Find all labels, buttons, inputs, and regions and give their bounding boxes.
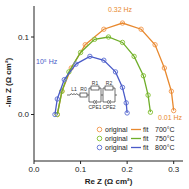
svg-text:CPE1: CPE1 — [88, 104, 101, 110]
svg-text:R0: R0 — [80, 86, 87, 92]
svg-text:CPE2: CPE2 — [102, 104, 115, 110]
html-text:800°C: 800°C — [155, 144, 175, 151]
html-text:fit: fit — [143, 144, 149, 151]
svg-text:R1: R1 — [92, 80, 99, 86]
svg-text:0.0: 0.0 — [18, 110, 30, 119]
html-text:-Im Z (Ω cm²): -Im Z (Ω cm²) — [3, 57, 13, 108]
svg-text:0.0: 0.0 — [28, 165, 40, 174]
html-text:original: original — [105, 126, 128, 133]
svg-text:0.2: 0.2 — [122, 165, 134, 174]
html-text:original: original — [105, 135, 128, 142]
svg-text:0.1: 0.1 — [18, 33, 30, 42]
html-text:0.01 Hz: 0.01 Hz — [158, 114, 183, 121]
html-text:original: original — [105, 144, 128, 151]
svg-text:0.1: 0.1 — [75, 165, 87, 174]
html-text:fit: fit — [143, 126, 149, 133]
svg-text:L1: L1 — [71, 86, 77, 92]
html-text:10⁵ Hz: 10⁵ Hz — [36, 58, 58, 65]
html-text:700°C: 700°C — [155, 126, 175, 133]
html-text:750°C: 750°C — [155, 135, 175, 142]
svg-text:0.3: 0.3 — [168, 165, 180, 174]
html-text:Re Z (Ω cm²): Re Z (Ω cm²) — [84, 177, 133, 186]
html-text:fit: fit — [143, 135, 149, 142]
svg-text:R2: R2 — [106, 80, 113, 86]
html-text:0.32 Hz: 0.32 Hz — [108, 6, 133, 13]
